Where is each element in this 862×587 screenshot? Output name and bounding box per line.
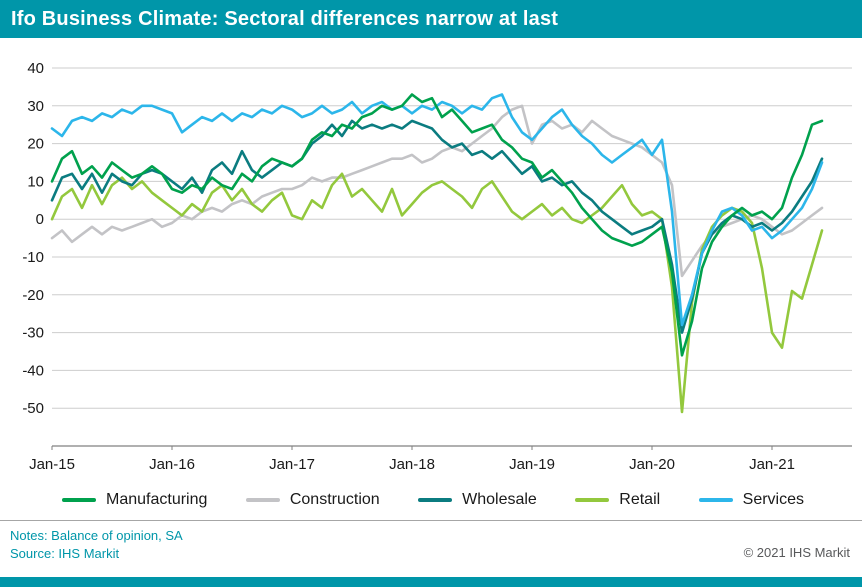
chart-legend: Manufacturing Construction Wholesale Ret… [0,482,862,518]
legend-label-services: Services [742,491,804,508]
legend-item-services: Services [698,491,804,509]
legend-item-wholesale: Wholesale [418,491,537,509]
svg-text:-20: -20 [22,287,44,304]
legend-label-manufacturing: Manufacturing [106,491,208,508]
copyright: © 2021 IHS Markit [743,545,850,560]
svg-text:40: 40 [27,60,44,77]
manufacturing-line-swatch [62,498,96,502]
legend-label-construction: Construction [289,491,380,508]
services-line-swatch [698,498,733,502]
svg-text:20: 20 [27,136,44,153]
line-chart: 40 30 20 10 0 -10 -20 -30 -40 -50 Jan-15 Jan-16 Jan-… [22,60,852,473]
notes-line: Notes: Balance of opinion, SA [10,528,183,543]
legend-label-retail: Retail [619,491,661,508]
svg-text:Jan-15: Jan-15 [29,456,75,473]
legend-item-manufacturing: Manufacturing [62,491,207,509]
svg-text:Jan-20: Jan-20 [629,456,675,473]
header-bar: Ifo Business Climate: Sectoral differenc… [0,0,862,38]
svg-text:-40: -40 [22,362,44,379]
svg-text:Jan-19: Jan-19 [509,456,555,473]
svg-text:0: 0 [36,211,44,228]
svg-text:10: 10 [27,173,44,190]
svg-text:Jan-21: Jan-21 [749,456,795,473]
source-line: Source: IHS Markit [10,546,120,561]
notes-block: Notes: Balance of opinion, SA Source: IH… [10,527,183,563]
wholesale-line-swatch [418,498,453,502]
svg-text:Jan-16: Jan-16 [149,456,195,473]
svg-text:30: 30 [27,98,44,115]
legend-item-construction: Construction [245,491,380,509]
svg-text:-30: -30 [22,325,44,342]
svg-text:Jan-18: Jan-18 [389,456,435,473]
footer-accent-bar [0,577,862,587]
retail-line-swatch [575,498,610,502]
page-title: Ifo Business Climate: Sectoral differenc… [11,7,559,30]
legend-item-retail: Retail [575,491,660,509]
svg-text:-10: -10 [22,249,44,266]
svg-text:Jan-17: Jan-17 [269,456,315,473]
construction-line-swatch [245,498,280,502]
legend-label-wholesale: Wholesale [462,491,537,508]
svg-text:-50: -50 [22,400,44,417]
divider [0,520,862,521]
